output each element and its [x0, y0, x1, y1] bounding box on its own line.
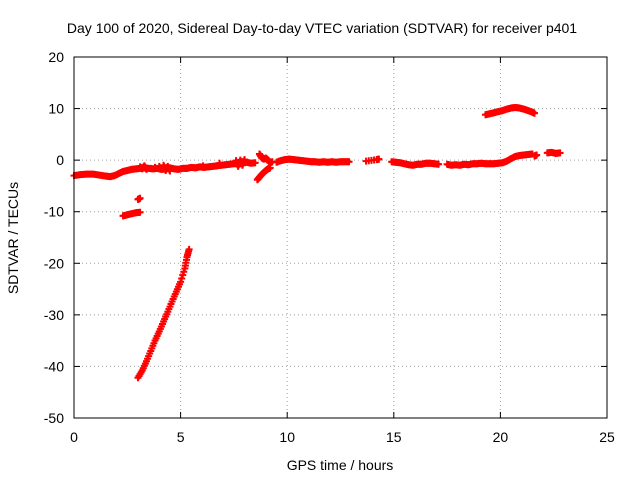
data-point	[178, 274, 186, 282]
chart-title: Day 100 of 2020, Sidereal Day-to-day VTE…	[67, 20, 577, 36]
data-point	[179, 271, 187, 279]
x-tick-label: 15	[386, 429, 402, 445]
y-tick-label: -20	[44, 255, 64, 271]
plot-frame	[73, 56, 608, 419]
data-point	[136, 208, 144, 216]
data-point	[147, 164, 155, 172]
data-points	[70, 104, 564, 382]
data-point	[266, 164, 274, 172]
y-tick-label: 0	[56, 152, 64, 168]
data-point	[375, 155, 383, 163]
y-tick-label: -40	[44, 358, 64, 374]
data-point	[241, 156, 249, 164]
y-tick-label: -30	[44, 307, 64, 323]
data-point	[199, 162, 207, 170]
data-point	[251, 159, 259, 167]
data-point	[180, 268, 188, 276]
data-point	[151, 163, 159, 171]
y-axis-label: SDTVAR / TECUs	[5, 182, 21, 294]
data-point	[533, 151, 541, 159]
data-point	[177, 278, 185, 286]
y-tick-label: 10	[48, 101, 64, 117]
x-axis-label: GPS time / hours	[287, 457, 394, 473]
x-tick-label: 5	[177, 429, 185, 445]
x-tick-label: 25	[599, 429, 615, 445]
y-tick-label: 20	[48, 49, 64, 65]
data-point	[345, 158, 353, 166]
data-point	[136, 194, 144, 202]
x-tick-label: 20	[493, 429, 509, 445]
data-point	[435, 160, 443, 168]
y-tick-label: -10	[44, 204, 64, 220]
data-point	[166, 167, 174, 175]
data-point	[185, 245, 193, 253]
data-point	[182, 164, 190, 172]
grid-lines	[74, 57, 607, 418]
y-tick-label: -50	[44, 410, 64, 426]
x-tick-label: 0	[70, 429, 78, 445]
x-tick-label: 10	[279, 429, 295, 445]
data-point	[216, 159, 224, 167]
axis-ticks: 0 5 10 15 20 25 -50 -40 -30 -20 -10 0 10 20	[44, 49, 615, 445]
data-point	[556, 149, 564, 157]
data-point	[142, 165, 150, 173]
data-point	[531, 109, 539, 117]
